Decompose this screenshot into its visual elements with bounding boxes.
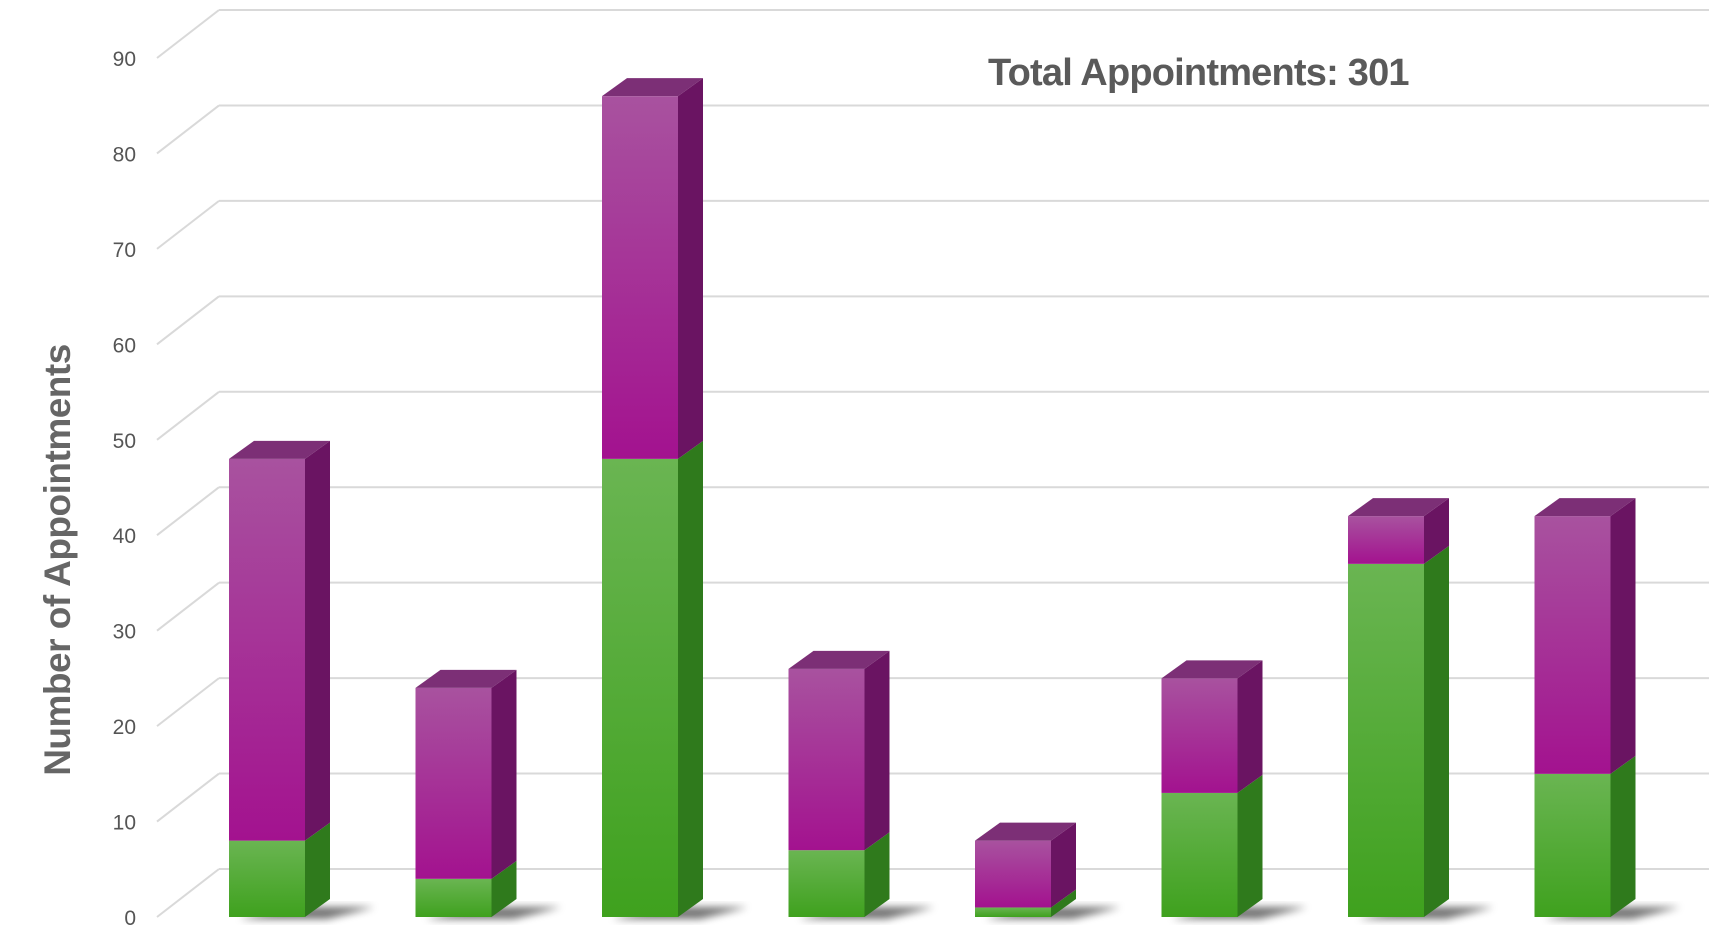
y-tick-label: 50	[113, 430, 136, 453]
bar-2-series-2-front	[415, 687, 492, 879]
bar-8-series-2-front	[1534, 516, 1611, 774]
gridline-diagonal	[156, 868, 220, 918]
y-tick-label: 70	[113, 239, 136, 262]
bar-3-series-1-side	[678, 440, 703, 917]
gridline-diagonal	[156, 677, 220, 727]
total-appointments-annotation: Total Appointments: 301	[988, 52, 1410, 94]
bar-6-series-1-side	[1237, 774, 1263, 917]
bar-4-series-2-front	[788, 668, 865, 851]
gridline-diagonal	[156, 486, 220, 537]
bar-7-series-1-side	[1424, 545, 1449, 917]
y-tick-label: 90	[113, 48, 136, 71]
y-tick-label: 40	[113, 525, 136, 548]
bar-7-series-2-top	[1348, 498, 1449, 517]
bar-4-series-1-side	[864, 832, 890, 917]
bar-2-series-2-side	[491, 669, 517, 879]
bar-1-series-1-side	[305, 822, 330, 917]
y-tick-label: 0	[124, 907, 136, 930]
y-tick-label: 20	[113, 716, 136, 739]
bar-6-series-1-front	[1161, 792, 1238, 917]
gridline-diagonal	[156, 772, 220, 823]
gridline-diagonal	[156, 200, 220, 250]
bar-3-series-2-side	[678, 78, 703, 459]
y-tick-label: 80	[113, 143, 136, 166]
bar-2-series-2-top	[415, 669, 517, 688]
bar-5-series-1-side	[1051, 889, 1076, 917]
bar-8-series-2-top	[1534, 498, 1636, 517]
bar-2-series-1-front	[415, 878, 492, 917]
bar-5-series-2-front	[975, 840, 1051, 908]
bar-1-series-2-top	[229, 440, 330, 459]
bar-7-series-1-front	[1348, 563, 1424, 917]
bar-6-series-2-top	[1161, 660, 1263, 679]
bar-3-series-1-front	[602, 458, 678, 917]
bar-7-series-2-side	[1424, 498, 1449, 564]
y-tick-label: 10	[113, 812, 136, 835]
bar-3-series-2-front	[602, 96, 678, 459]
gridline-diagonal	[156, 390, 220, 441]
gridline-diagonal	[156, 9, 220, 59]
bar-6-series-2-front	[1161, 678, 1238, 793]
bar-6-series-2-side	[1237, 660, 1263, 793]
bar-1-series-2-side	[305, 440, 330, 841]
bar-8-series-1-front	[1534, 773, 1611, 917]
bar-3-series-2-top	[602, 78, 703, 97]
gridline-diagonal	[156, 295, 220, 346]
bar-1-series-2-front	[229, 458, 305, 841]
bar-1-series-1-front	[229, 840, 305, 917]
y-tick-label: 30	[113, 621, 136, 644]
bar-7-series-2-front	[1348, 516, 1424, 564]
gridline-diagonal	[156, 581, 220, 632]
bar-8-series-1-side	[1610, 755, 1636, 917]
bar-5-series-2-top	[975, 822, 1076, 841]
bar-5-series-1-front	[975, 907, 1051, 917]
bar-4-series-1-front	[788, 850, 865, 917]
y-axis-label: Number of Appointments	[37, 344, 78, 776]
gridline-diagonal	[156, 104, 220, 155]
bar-4-series-2-top	[788, 650, 890, 669]
bar-2-series-1-side	[491, 860, 517, 917]
y-tick-label: 60	[113, 334, 136, 357]
bar-5-series-2-side	[1051, 822, 1076, 908]
bar-4-series-2-side	[864, 650, 890, 851]
bar-8-series-2-side	[1610, 498, 1636, 774]
